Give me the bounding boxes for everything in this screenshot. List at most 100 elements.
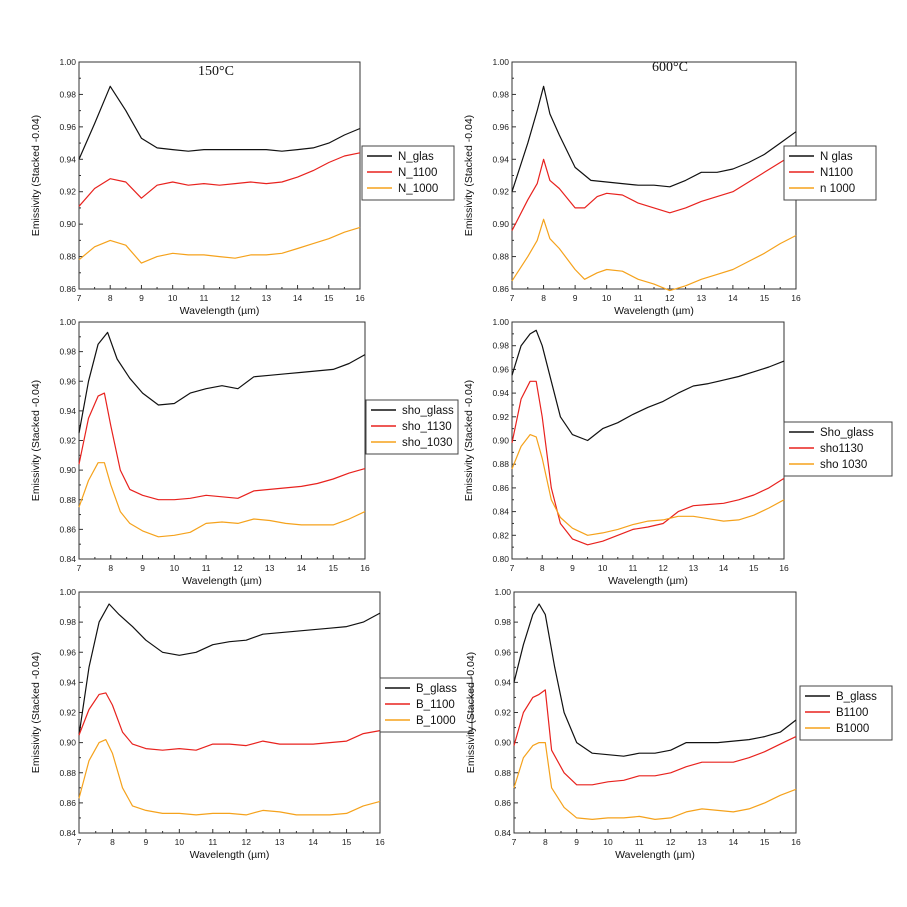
series-line-n-1000	[78, 226, 361, 264]
y-tick-label: 0.94	[494, 677, 511, 687]
x-tick-label: 13	[697, 837, 707, 847]
x-tick-label: 10	[598, 563, 608, 573]
y-axis-label: Emissivity (Stacked -0.04)	[465, 652, 477, 773]
series-line-n-1000	[511, 218, 797, 292]
legend-entry: N1100	[820, 167, 853, 179]
chart-panel-5: 7 8 9 10 11 12 13 14 15 16 0.84 0.86 0.88 0.90 0.92 0.9…	[30, 587, 473, 861]
y-tick-label: 0.98	[494, 617, 511, 627]
x-tick-label: 11	[208, 837, 217, 847]
x-tick-label: 10	[170, 563, 180, 573]
x-tick-label: 15	[760, 837, 770, 847]
y-tick-label: 0.86	[492, 284, 509, 294]
x-tick-label: 11	[635, 837, 644, 847]
y-tick-label: 0.98	[59, 617, 76, 627]
y-tick-label: 0.90	[492, 219, 509, 229]
legend-entry: sho_1130	[402, 421, 452, 433]
x-tick-label: 9	[570, 563, 575, 573]
y-tick-label: 0.88	[59, 495, 76, 505]
x-tick-label: 7	[512, 837, 517, 847]
y-tick-label: 0.84	[492, 507, 509, 517]
y-tick-label: 0.98	[59, 347, 76, 357]
series-line-sho-glass	[511, 329, 785, 442]
y-tick-label: 0.90	[59, 465, 76, 475]
y-tick-label: 0.96	[492, 364, 509, 374]
x-tick-label: 12	[665, 293, 675, 303]
x-tick-label: 13	[275, 837, 285, 847]
x-tick-label: 10	[603, 837, 613, 847]
x-tick-label: 8	[541, 293, 546, 303]
x-tick-label: 8	[108, 293, 113, 303]
y-tick-label: 0.96	[494, 647, 511, 657]
legend-box	[783, 421, 893, 477]
series-line-n-glas	[511, 85, 797, 192]
series-line-b-glass	[513, 603, 797, 757]
legend-entry: B_glass	[416, 683, 457, 695]
y-tick-label: 0.92	[59, 708, 76, 718]
legend: sho_glass sho_1130 sho_1030	[365, 399, 459, 455]
series-line-sho-1030	[78, 462, 366, 538]
y-tick-label: 0.84	[59, 828, 76, 838]
plot-frame	[511, 61, 797, 290]
chart-panel-4: 7 8 9 10 11 12 13 14 15 16 0.80 0.82 0.84 0.86 0.88 0.9…	[463, 317, 893, 587]
y-tick-label: 0.92	[59, 436, 76, 446]
x-tick-label: 8	[110, 837, 115, 847]
x-tick-label: 14	[293, 293, 303, 303]
x-tick-label: 12	[241, 837, 251, 847]
x-axis-label: Wavelength (µm)	[190, 849, 270, 861]
series-line-b-1000	[78, 738, 381, 816]
x-tick-label: 14	[728, 293, 738, 303]
x-tick-label: 7	[77, 293, 82, 303]
x-tick-label: 14	[729, 837, 739, 847]
legend-entry: N_glas	[398, 151, 434, 163]
x-tick-label: 10	[175, 837, 185, 847]
x-tick-label: 16	[791, 293, 801, 303]
legend-entry: B1000	[836, 723, 869, 735]
x-axis-label: Wavelength (µm)	[180, 305, 260, 317]
x-axis-label: Wavelength (µm)	[182, 575, 262, 587]
y-tick-label: 0.92	[494, 708, 511, 718]
y-tick-label: 0.90	[494, 738, 511, 748]
y-tick-label: 0.88	[494, 768, 511, 778]
series-line-b-1100	[78, 692, 381, 751]
legend-box	[799, 685, 893, 741]
y-tick-label: 0.90	[492, 436, 509, 446]
x-tick-label: 11	[634, 293, 643, 303]
series-line-b1100	[513, 689, 797, 786]
plot-frame	[513, 591, 797, 834]
legend-entry: N_1100	[398, 167, 437, 179]
x-tick-label: 15	[328, 563, 338, 573]
x-tick-label: 12	[230, 293, 240, 303]
y-tick-label: 0.96	[59, 376, 76, 386]
x-tick-label: 8	[543, 837, 548, 847]
legend-entry: sho1130	[820, 443, 863, 455]
x-tick-label: 7	[510, 563, 515, 573]
legend-entry: N glas	[820, 151, 853, 163]
x-tick-label: 13	[262, 293, 272, 303]
y-axis-label: Emissivity (Stacked -0.04)	[463, 115, 475, 236]
legend-entry: sho_glass	[402, 405, 454, 417]
x-tick-label: 10	[602, 293, 612, 303]
x-tick-label: 12	[233, 563, 243, 573]
x-tick-label: 16	[355, 293, 365, 303]
panel-title: 150°C	[198, 64, 234, 79]
y-tick-label: 1.00	[492, 57, 509, 67]
y-tick-label: 0.98	[59, 89, 76, 99]
chart-panel-6: 7 8 9 10 11 12 13 14 15 16 0.84 0.86 0.88 0.90 0.92 0.9…	[465, 587, 893, 861]
series-line-n-glas	[78, 85, 361, 160]
x-tick-label: 7	[510, 293, 515, 303]
legend-entry: n 1000	[820, 183, 855, 195]
x-axis-label: Wavelength (µm)	[615, 849, 695, 861]
legend-entry: B_1000	[416, 715, 456, 727]
legend: B_glass B_1100 B_1000	[379, 677, 473, 733]
x-tick-label: 15	[324, 293, 334, 303]
chart-panel-3: 7 8 9 10 11 12 13 14 15 16 0.84 0.86 0.88 0.90 0.92 0.9…	[30, 317, 459, 587]
legend: B_glass B1100 B1000	[799, 685, 893, 741]
y-tick-label: 0.86	[492, 483, 509, 493]
series-line-sho-1130	[78, 392, 366, 501]
y-tick-label: 0.84	[59, 554, 76, 564]
x-tick-label: 9	[574, 837, 579, 847]
x-tick-label: 12	[666, 837, 676, 847]
x-tick-label: 7	[77, 563, 82, 573]
y-tick-label: 0.86	[59, 524, 76, 534]
